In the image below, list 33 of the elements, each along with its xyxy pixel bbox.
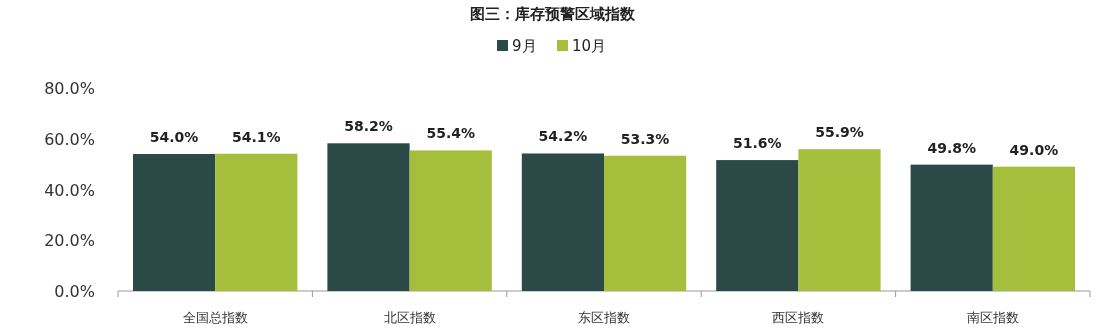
- y-tick-label: 80.0%: [44, 79, 95, 98]
- x-tick-label: 全国总指数: [182, 310, 248, 325]
- bar: [409, 150, 492, 291]
- data-label: 55.4%: [426, 125, 475, 142]
- x-tick-label: 南区指数: [966, 310, 1019, 325]
- data-label: 58.2%: [344, 118, 393, 135]
- y-tick-label: 20.0%: [44, 231, 95, 251]
- legend-label: 9月: [512, 37, 537, 55]
- bar: [992, 166, 1075, 291]
- data-label: 55.9%: [815, 124, 864, 141]
- x-tick-label: 东区指数: [578, 310, 630, 325]
- chart-title: 图三：库存预警区域指数: [469, 5, 636, 23]
- legend-label: 10月: [572, 37, 607, 55]
- y-tick-label: 40.0%: [44, 180, 95, 200]
- bar: [327, 143, 410, 291]
- data-label: 54.1%: [232, 128, 281, 145]
- x-tick-label: 西区指数: [772, 310, 825, 325]
- data-label: 49.0%: [1009, 141, 1059, 158]
- bar: [604, 155, 687, 291]
- x-tick-label: 北区指数: [383, 310, 436, 325]
- bar: [798, 149, 881, 291]
- data-label: 49.8%: [927, 139, 976, 156]
- y-tick-label: 60.0%: [44, 129, 95, 149]
- bar: [215, 153, 298, 291]
- bar: [133, 153, 216, 291]
- bar: [521, 153, 604, 291]
- bar: [716, 160, 799, 291]
- bar: [910, 164, 993, 291]
- data-label: 51.6%: [733, 135, 782, 152]
- data-label: 54.2%: [538, 128, 588, 145]
- data-label: 54.0%: [149, 128, 199, 145]
- y-tick-label: 0.0%: [54, 282, 95, 301]
- data-label: 53.3%: [620, 130, 670, 147]
